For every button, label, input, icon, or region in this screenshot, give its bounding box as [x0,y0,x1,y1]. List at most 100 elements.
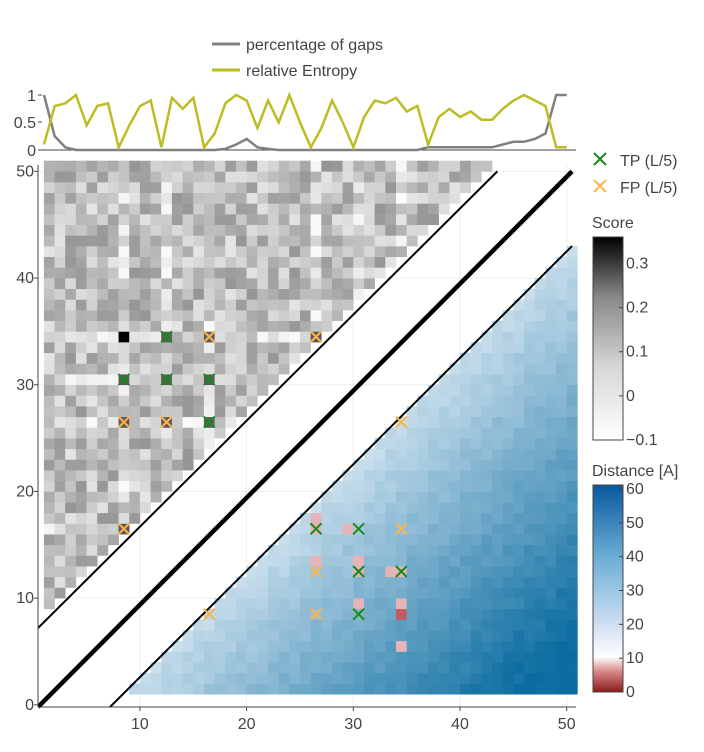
score-cell-30-41 [353,257,364,268]
distance-cell-16-5 [204,641,215,652]
score-cell-15-33 [193,342,204,353]
distance-cell-49-18 [556,502,567,513]
score-cell-30-44 [353,225,364,236]
distance-cell-36-15 [417,534,428,545]
score-cell-10-22 [140,459,151,470]
distance-cell-33-16 [385,523,396,534]
score-cell-4-21 [76,470,87,481]
score-cell-1-33 [44,342,55,353]
distance-cell-25-6 [300,630,311,641]
distance-cell-40-16 [460,523,471,534]
score-cell-36-49 [417,171,428,182]
distance-cell-37-13 [428,555,439,566]
legend-item-fp[interactable]: FP (L/5) [594,180,678,197]
distance-cell-26-15 [311,534,322,545]
distance-cell-46-8 [524,609,535,620]
score-cell-14-43 [183,235,194,246]
distance-cell-24-13 [289,555,300,566]
legend-item-tp[interactable]: TP (L/5) [594,153,678,170]
score-cell-1-23 [44,449,55,460]
score-cell-2-45 [55,214,66,225]
gaps-legend-label: percentage of gaps [246,37,383,54]
distance-cell-25-1 [300,684,311,695]
distance-cell-43-13 [492,555,503,566]
legend-item-gaps[interactable]: percentage of gaps [212,37,383,54]
distance-cell-38-6 [439,630,450,641]
distance-cell-35-17 [407,513,418,524]
score-cell-32-49 [375,171,386,182]
score-cell-10-41 [140,257,151,268]
distance-cell-46-11 [524,577,535,588]
distance-cell-33-7 [385,620,396,631]
distance-cell-42-1 [481,684,492,695]
distance-cell-42-24 [481,438,492,449]
score-cell-27-43 [321,235,332,246]
distance-cell-33-21 [385,470,396,481]
score-cell-11-27 [151,406,162,417]
score-cell-16-42 [204,246,215,257]
score-cell-19-28 [236,395,247,406]
distance-cell-47-25 [535,427,546,438]
distance-cell-49-26 [556,417,567,428]
score-cell-5-40 [87,267,98,278]
tp-legend-cross-icon [594,153,606,165]
distance-cell-49-40 [556,267,567,278]
score-cell-33-48 [385,182,396,193]
distance-cell-25-3 [300,662,311,673]
distance-cell-48-2 [545,673,556,684]
distance-cell-29-1 [343,684,354,695]
distance-cell-49-32 [556,353,567,364]
distance-cell-38-29 [439,385,450,396]
score-cell-30-38 [353,289,364,300]
distance-cell-41-25 [471,427,482,438]
score-cell-21-45 [257,214,268,225]
score-cell-1-19 [44,491,55,502]
score-cell-29-47 [343,193,354,204]
distance-cell-46-26 [524,417,535,428]
score-cell-32-44 [375,225,386,236]
score-cell-22-45 [268,214,279,225]
score-cell-3-50 [65,161,76,172]
fp-legend-label: FP (L/5) [620,180,678,197]
legend-item-entropy[interactable]: relative Entropy [212,63,357,80]
score-cell-40-48 [460,182,471,193]
distance-cell-46-18 [524,502,535,513]
distance-cell-42-6 [481,630,492,641]
distance-cell-30-21 [353,470,364,481]
score-cell-14-49 [183,171,194,182]
distance-cell-18-4 [225,652,236,663]
distance-cell-48-24 [545,438,556,449]
distance-cell-42-18 [481,502,492,513]
distance-cell-14-4 [183,652,194,663]
distance-cell-38-26 [439,417,450,428]
score-cell-36-44 [417,225,428,236]
distance-cell-38-17 [439,513,450,524]
score-cell-26-44 [311,225,322,236]
distance-cell-44-25 [503,427,514,438]
distance-cell-43-9 [492,598,503,609]
distance-cell-33-10 [385,587,396,598]
score-cell-23-40 [279,267,290,278]
score-cell-21-34 [257,331,268,342]
score-cell-11-19 [151,491,162,502]
score-cell-4-46 [76,203,87,214]
distance-cell-27-18 [321,502,332,513]
score-cell-2-23 [55,449,66,460]
score-cell-2-19 [55,491,66,502]
distance-cell-34-25 [396,427,407,438]
score-cell-19-41 [236,257,247,268]
score-cell-29-50 [343,161,354,172]
distance-cell-46-30 [524,374,535,385]
score-cell-13-34 [172,331,183,342]
score-cell-9-36 [129,310,140,321]
distance-cell-32-2 [375,673,386,684]
distance-cell-23-2 [279,673,290,684]
score-cell-13-46 [172,203,183,214]
distance-cell-35-8 [407,609,418,620]
score-cell-11-33 [151,342,162,353]
score-cell-4-22 [76,459,87,470]
distance-cell-35-3 [407,662,418,673]
distance-cell-45-19 [513,491,524,502]
score-cell-3-36 [65,310,76,321]
score-cell-8-18 [119,502,130,513]
